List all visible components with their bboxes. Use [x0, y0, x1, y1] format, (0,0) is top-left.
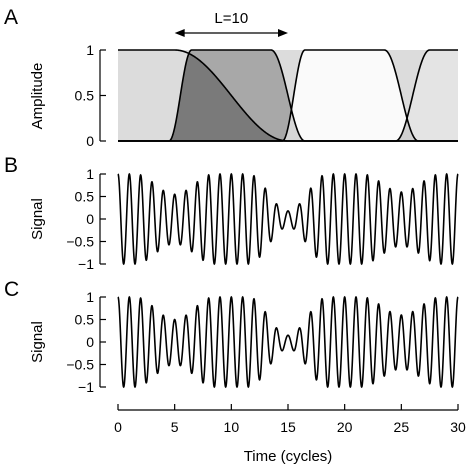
window-3-fill: [118, 50, 458, 141]
x-tick-label: 5: [171, 419, 179, 435]
panel-b-y-tick-label: 1: [86, 166, 94, 182]
panel-c-signal: −1 −0.5 0 0.5 1: [66, 289, 459, 395]
x-axis-label: Time (cycles): [244, 448, 333, 465]
annotation-label: L=10: [214, 10, 248, 27]
window-overlap-2: [118, 109, 458, 141]
panel-c-signal-line: [117, 295, 459, 389]
panel-letter-c: C: [4, 278, 19, 301]
panel-c-y-tick-label: −1: [78, 379, 94, 395]
panel-b-y-axis-label: Signal: [29, 198, 46, 240]
panel-a-y-axis-label: Amplitude: [29, 63, 46, 130]
panel-c-y-tick-label: 1: [86, 289, 94, 305]
panel-c-y-tick-label: 0: [86, 334, 94, 350]
panel-c-y-tick-label: −0.5: [66, 357, 94, 373]
window-4-fill: [118, 50, 458, 141]
panel-c-y-axis-label: Signal: [29, 321, 46, 363]
x-tick-label: 15: [280, 419, 296, 435]
x-tick-label: 10: [224, 419, 240, 435]
panel-b-y-tick-label: 0.5: [75, 189, 95, 205]
window-overlap-1: [118, 53, 458, 141]
panel-b-y-tick-label: −0.5: [66, 234, 94, 250]
panel-a-amplitude: 0 0.5 1 L=10: [75, 10, 458, 149]
panel-b-signal-line: [117, 172, 459, 266]
annotation-arrow-head-left: [174, 29, 185, 37]
panel-letter-b: B: [4, 154, 18, 177]
panel-a-y-tick-label: 0: [86, 133, 94, 149]
panel-b-y-tick-label: 0: [86, 211, 94, 227]
x-tick-label: 25: [394, 419, 410, 435]
x-axis: 0 5 10 15 20 25 30: [114, 404, 466, 435]
panel-c-y-tick-label: 0.5: [75, 312, 95, 328]
panel-a-y-tick-label: 1: [86, 42, 94, 58]
panel-b-signal: −1 −0.5 0 0.5 1: [66, 166, 459, 272]
panel-b-y-tick-label: −1: [78, 256, 94, 272]
x-tick-label: 20: [337, 419, 353, 435]
panel-a-y-tick-label: 0.5: [75, 88, 95, 104]
annotation-arrow-head-right: [278, 29, 288, 37]
x-tick-label: 30: [450, 419, 466, 435]
panel-letter-a: A: [4, 6, 18, 29]
x-tick-label: 0: [114, 419, 122, 435]
